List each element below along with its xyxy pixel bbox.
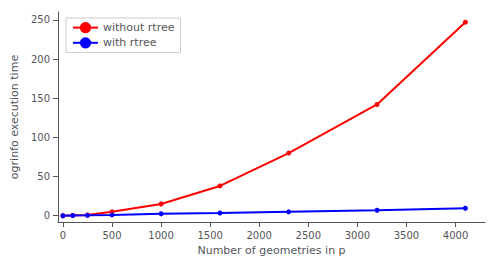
svg-text:0: 0	[44, 210, 50, 221]
svg-text:Number of geometries in p: Number of geometries in p	[197, 244, 345, 257]
svg-text:with rtree: with rtree	[103, 36, 157, 49]
svg-text:4000: 4000	[443, 230, 468, 241]
svg-text:3000: 3000	[345, 230, 370, 241]
svg-text:3500: 3500	[394, 230, 419, 241]
svg-text:ogrinfo execution time: ogrinfo execution time	[8, 55, 21, 180]
svg-text:150: 150	[31, 93, 50, 104]
svg-text:2000: 2000	[247, 230, 272, 241]
svg-text:500: 500	[102, 230, 121, 241]
svg-text:100: 100	[31, 132, 50, 143]
svg-text:0: 0	[60, 230, 66, 241]
svg-text:250: 250	[31, 14, 50, 25]
svg-text:1500: 1500	[197, 230, 222, 241]
svg-text:1000: 1000	[148, 230, 173, 241]
svg-text:50: 50	[37, 171, 50, 182]
svg-text:2500: 2500	[296, 230, 321, 241]
svg-text:without rtree: without rtree	[103, 21, 175, 34]
svg-text:200: 200	[31, 54, 50, 65]
